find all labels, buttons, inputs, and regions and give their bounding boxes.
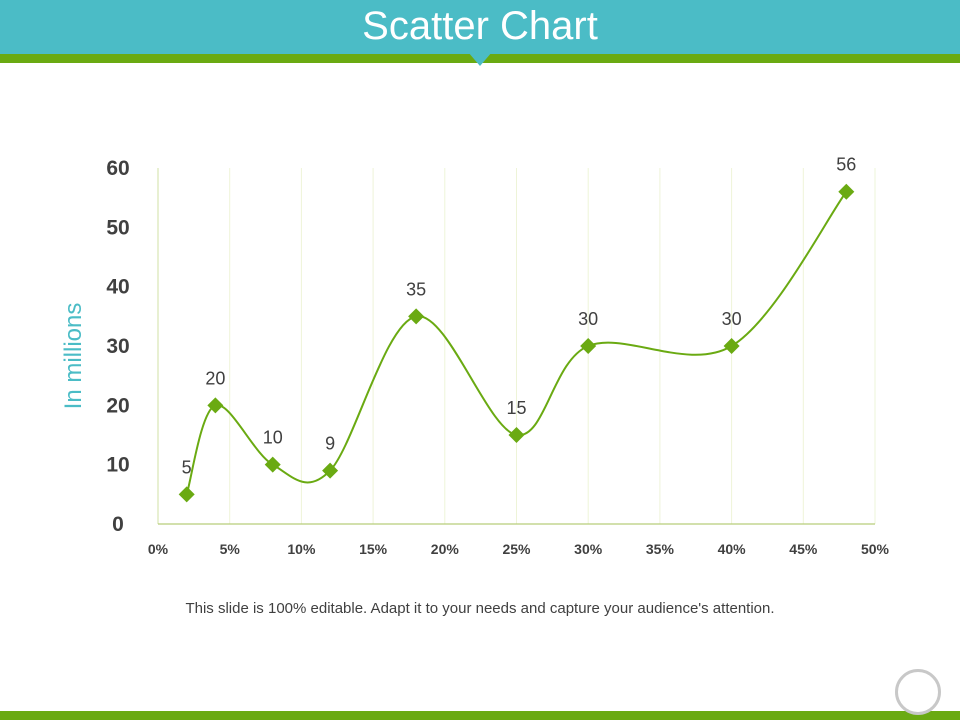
y-tick-label: 0	[112, 513, 124, 536]
y-tick-label: 40	[106, 276, 129, 299]
data-point	[838, 183, 855, 200]
data-point	[207, 397, 224, 414]
data-label: 5	[182, 457, 192, 477]
x-tick-label: 0%	[148, 541, 169, 557]
x-tick-label: 30%	[574, 541, 603, 557]
y-tick-label: 60	[106, 157, 129, 180]
marker-layer	[178, 183, 855, 503]
y-tick-label: 10	[106, 454, 129, 477]
data-point	[580, 338, 597, 354]
data-label: 15	[506, 398, 526, 418]
page-title: Scatter Chart	[362, 4, 598, 48]
data-point	[508, 427, 525, 443]
data-point	[322, 462, 339, 479]
circle-button[interactable]	[895, 669, 941, 715]
x-tick-label: 15%	[359, 541, 388, 557]
data-label: 30	[578, 309, 598, 329]
axis-layer: 0% 5% 10% 15% 20% 25% 30% 35% 40% 45% 50% 0 10 20 30 40…	[106, 157, 889, 557]
y-tick-label: 20	[106, 394, 129, 417]
x-tick-label: 50%	[861, 541, 890, 557]
data-point	[723, 338, 740, 354]
y-tick-label: 30	[106, 335, 129, 358]
data-point	[178, 486, 195, 503]
label-layer: 5 20 10 9 35 15 30 30 56	[182, 155, 857, 478]
title-bar	[0, 0, 960, 54]
x-tick-label: 25%	[502, 541, 531, 557]
series-line	[185, 191, 848, 495]
slide-caption: This slide is 100% editable. Adapt it to…	[185, 600, 775, 617]
data-label: 56	[836, 155, 856, 175]
data-label: 35	[406, 279, 426, 299]
data-label: 20	[205, 368, 225, 388]
bottom-stripe	[0, 711, 960, 720]
curve-layer	[185, 191, 848, 495]
data-label: 10	[263, 428, 283, 448]
data-point	[408, 308, 425, 325]
y-tick-label: 50	[106, 216, 129, 239]
x-tick-label: 20%	[431, 541, 460, 557]
x-tick-label: 40%	[718, 541, 747, 557]
data-label: 30	[722, 309, 742, 329]
data-point	[264, 456, 281, 473]
x-tick-label: 5%	[220, 541, 241, 557]
title-pointer	[468, 52, 492, 66]
data-label: 9	[325, 434, 335, 454]
x-tick-label: 35%	[646, 541, 675, 557]
x-tick-label: 10%	[287, 541, 316, 557]
x-tick-label: 45%	[789, 541, 818, 557]
